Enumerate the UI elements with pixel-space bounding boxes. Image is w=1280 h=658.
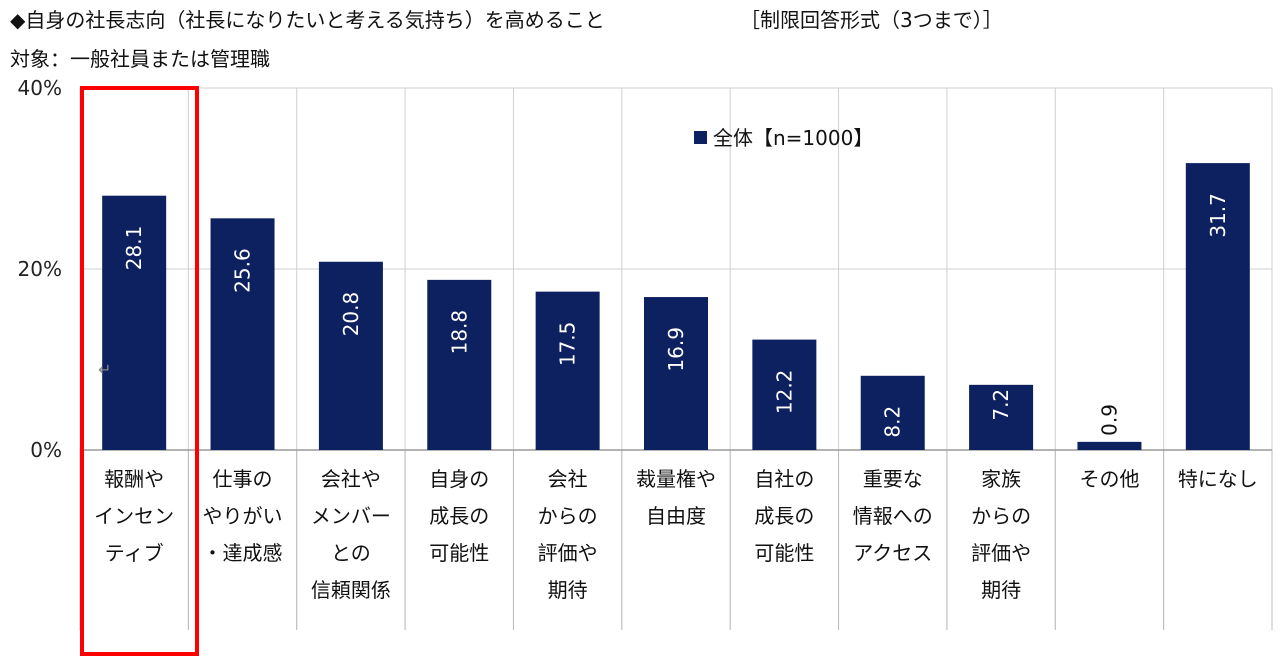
chart-subtitle: 対象：一般社員または管理職	[10, 47, 270, 71]
bar	[102, 195, 167, 450]
bar-value-label: 12.2	[772, 370, 796, 415]
category-label-line: 自身の	[429, 467, 490, 491]
category-label-line: 成長の	[754, 504, 815, 528]
bar	[210, 218, 275, 450]
chart-title: ◆自身の社長志向（社長になりたいと考える気持ち）を高めること ［制限回答形式（3…	[10, 4, 1003, 33]
highlight-box	[80, 86, 199, 656]
category-label-line: 自社の	[754, 467, 815, 491]
bar	[860, 375, 925, 450]
category-label-line: 情報への	[852, 504, 933, 528]
bar-value-label: 7.2	[989, 389, 1013, 421]
category-label: 会社からの評価や期待	[514, 461, 622, 609]
category-label: 裁量権や 自由度	[622, 461, 730, 535]
category-label-line: 期待	[547, 578, 588, 602]
category-label-line: との	[331, 541, 371, 565]
category-label-line: 特になし	[1177, 467, 1258, 491]
category-label: 会社やメンバーとの信頼関係	[297, 461, 405, 609]
bar	[427, 279, 492, 450]
category-label-line: 仕事の	[212, 467, 273, 491]
bar-value-label: 31.7	[1206, 193, 1230, 238]
bar-value-label: 16.9	[664, 327, 688, 372]
bar-value-label: 20.8	[339, 292, 363, 337]
bar	[644, 297, 708, 450]
category-label-line: インセン	[94, 504, 175, 528]
category-label: 自身の 成長の 可能性	[405, 461, 513, 572]
bar-value-label: 8.2	[881, 406, 905, 438]
category-label: 自社の 成長の 可能性	[730, 461, 838, 572]
bar	[969, 384, 1034, 450]
category-label-line: 会社や	[320, 467, 381, 491]
category-label-line: ティブ	[104, 541, 164, 565]
category-label: その他	[1055, 461, 1163, 498]
category-label-line: やりがい	[202, 504, 283, 528]
bar-value-label: 28.1	[122, 226, 146, 271]
category-label-line: 重要な	[862, 467, 923, 491]
bar-value-label: 25.6	[231, 248, 255, 293]
y-tick-label: 40%	[18, 76, 62, 100]
category-label-line: 可能性	[754, 541, 815, 565]
category-label: 重要な情報へのアクセス	[839, 461, 947, 572]
bar	[1077, 441, 1142, 450]
title-text: ◆自身の社長志向（社長になりたいと考える気持ち）を高めること	[10, 8, 605, 32]
bar	[752, 339, 817, 450]
category-label-line: 自由度	[646, 504, 706, 528]
bar-value-label: 0.9	[1097, 404, 1121, 436]
category-label-line: 可能性	[429, 541, 490, 565]
bar-value-label: 17.5	[556, 322, 580, 367]
category-label-line: 報酬や	[104, 467, 165, 491]
category-label-line: 家族	[981, 467, 1022, 491]
category-label: 家族からの評価や期待	[947, 461, 1055, 609]
legend-swatch	[694, 131, 707, 144]
category-label: 仕事のやりがい・達成感	[189, 461, 297, 572]
bar	[318, 261, 383, 450]
category-label-line: からの	[971, 504, 1032, 528]
category-label-line: 会社	[547, 467, 588, 491]
category-label: 特になし	[1164, 461, 1272, 498]
category-label-line: からの	[537, 504, 598, 528]
category-label-line: 評価や	[971, 541, 1032, 565]
bar-value-label: 18.8	[447, 310, 471, 355]
category-label-line: ・達成感	[202, 541, 283, 565]
category-label-line: 信頼関係	[310, 578, 391, 602]
category-label-line: その他	[1079, 467, 1140, 491]
category-label-line: 成長の	[429, 504, 490, 528]
return-mark: ↵	[98, 360, 112, 379]
category-label-line: アクセス	[853, 541, 933, 565]
category-label-line: 裁量権や	[636, 467, 716, 491]
y-tick-label: 20%	[18, 257, 62, 281]
category-label-line: 評価や	[537, 541, 598, 565]
legend-label: 全体【n=1000】	[713, 126, 873, 150]
bar	[1185, 163, 1250, 451]
category-label-line: メンバー	[310, 504, 391, 528]
category-label: 報酬やインセンティブ	[80, 461, 188, 572]
bar	[535, 291, 600, 450]
y-tick-label: 0%	[30, 438, 62, 462]
answer-condition: ［制限回答形式（3つまで）］	[740, 8, 1003, 32]
category-label-line: 期待	[981, 578, 1022, 602]
